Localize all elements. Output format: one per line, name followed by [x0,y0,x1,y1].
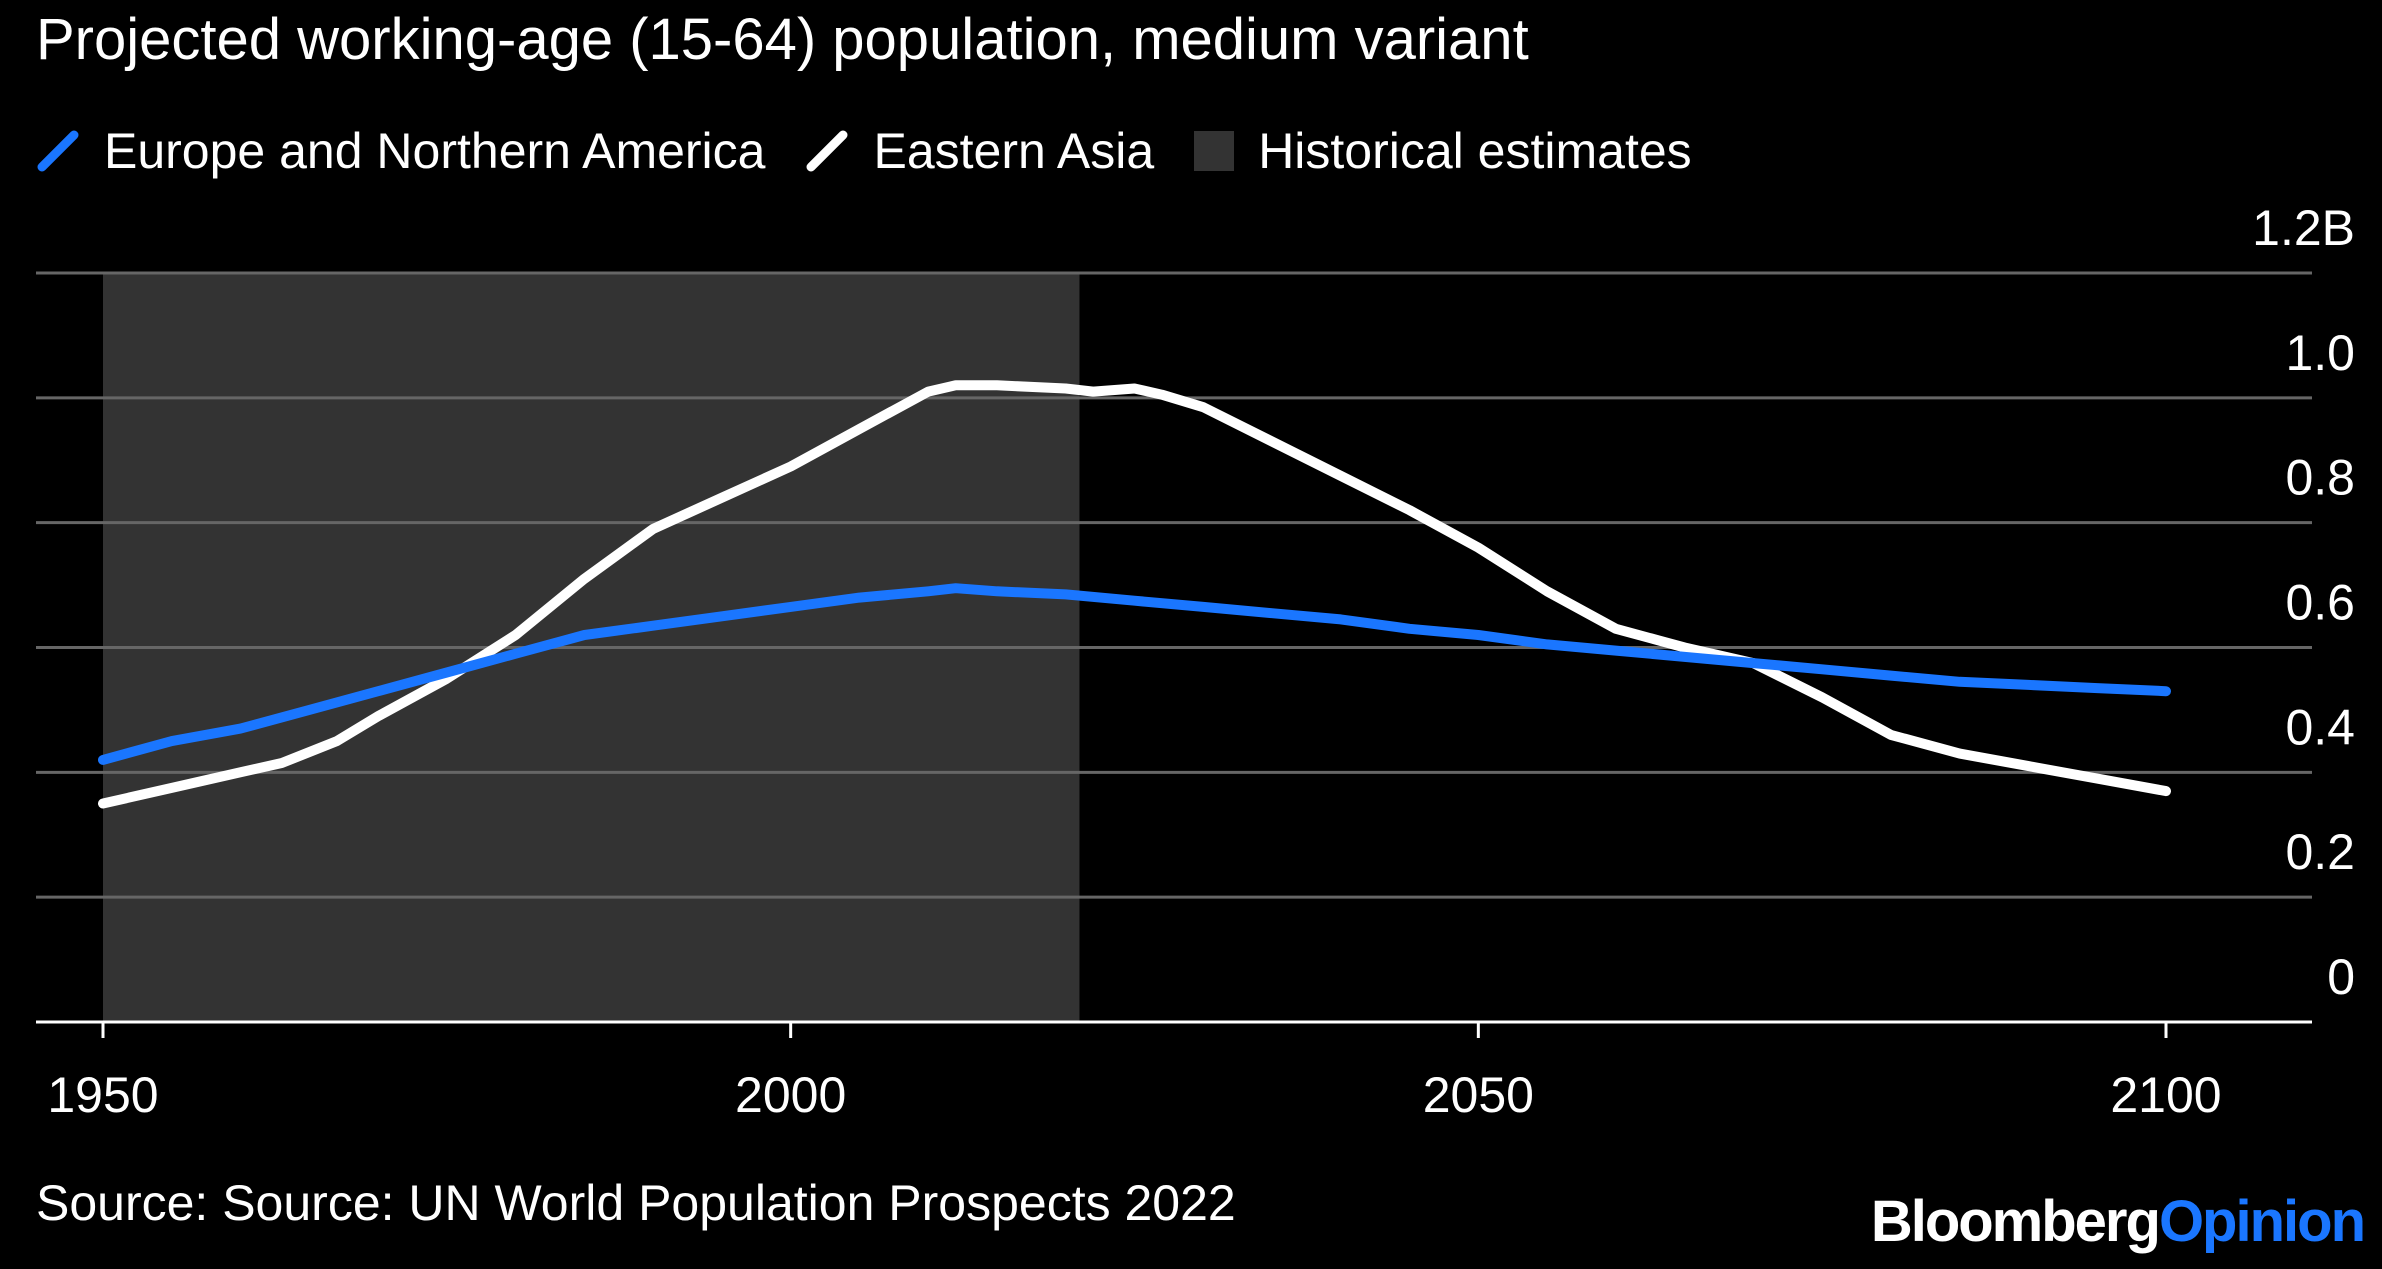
legend-box-swatch-icon [1194,131,1235,171]
legend-item-asia: Eastern Asia [805,122,1154,180]
legend-label-asia: Eastern Asia [873,123,1155,179]
x-tick-label: 2000 [735,1067,846,1123]
brand-main: Bloomberg [1870,1189,2161,1254]
source-note: Source: Source: UN World Population Pros… [36,1175,1236,1231]
brand-accent: Opinion [2158,1189,2366,1254]
legend-item-historical: Historical estimates [1194,122,1692,180]
legend-item-europe: Europe and Northern America [36,122,765,180]
y-tick-label: 0.4 [2285,699,2355,755]
legend-label-historical: Historical estimates [1258,123,1692,179]
y-tick-label: 0 [2327,949,2355,1005]
chart-title: Projected working-age (15-64) population… [36,7,1529,72]
bloomberg-opinion-logo: BloombergOpinion [1870,1188,2366,1255]
legend-line-swatch-icon [37,130,79,172]
y-tick-label: 0.2 [2285,824,2355,880]
series-line-eastern-asia [98,380,2171,809]
x-tick-label: 1950 [47,1067,158,1123]
y-tick-label: 0.8 [2285,450,2355,506]
y-tick-label: 1.0 [2285,325,2355,381]
legend-label-europe: Europe and Northern America [104,123,766,179]
legend-line-swatch-icon [806,130,848,172]
x-tick-label: 2050 [1423,1067,1534,1123]
y-tick-label: 0.6 [2285,575,2355,631]
line-chart: 0 0.2 0.4 0.6 0.8 1.0 1.2B 1950 2000 2050 2100 [36,200,2355,1123]
series-line-europe-northern-america [98,583,2171,765]
y-tick-label: 1.2B [2252,200,2355,256]
legend: Europe and Northern America Eastern Asia… [36,118,1732,184]
x-tick-label: 2100 [2110,1067,2221,1123]
